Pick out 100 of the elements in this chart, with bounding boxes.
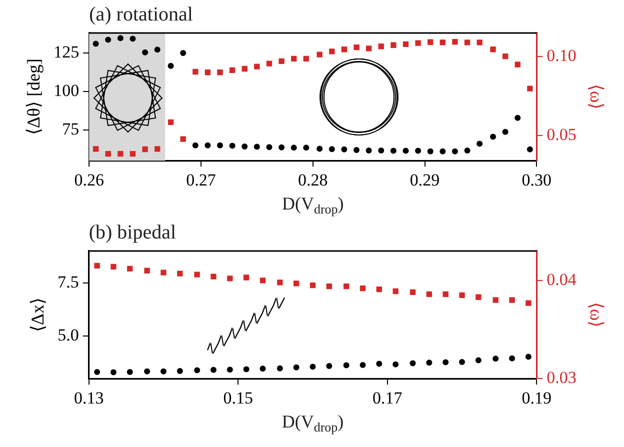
- point: [378, 44, 384, 50]
- point: [168, 119, 174, 125]
- point: [110, 369, 116, 376]
- point: [260, 278, 266, 284]
- x-tick-label: 0.30: [522, 170, 552, 190]
- point: [210, 274, 216, 280]
- point: [316, 146, 323, 152]
- point: [142, 49, 148, 56]
- point: [490, 46, 496, 52]
- point: [390, 42, 396, 48]
- point: [278, 58, 284, 64]
- point: [440, 40, 446, 46]
- point: [427, 148, 434, 154]
- point: [341, 46, 348, 52]
- point: [293, 364, 300, 370]
- point: [260, 366, 266, 372]
- point: [459, 292, 465, 298]
- point: [226, 366, 233, 373]
- point: [354, 44, 360, 50]
- point: [130, 36, 136, 42]
- point: [328, 146, 335, 152]
- point: [476, 40, 482, 46]
- point: [509, 297, 515, 303]
- point: [144, 268, 150, 274]
- point: [194, 272, 200, 278]
- point: [354, 146, 360, 153]
- point: [168, 62, 174, 69]
- point: [326, 284, 332, 290]
- point: [126, 369, 133, 376]
- point: [310, 282, 316, 288]
- point: [117, 35, 124, 42]
- point: [194, 367, 200, 374]
- point: [127, 266, 133, 272]
- point: [210, 366, 216, 373]
- point: [476, 294, 482, 300]
- y2-tick-label: 0.05: [546, 124, 576, 144]
- point: [92, 146, 99, 152]
- point: [452, 148, 458, 154]
- x-tick-label: 0.26: [74, 170, 104, 190]
- point: [142, 146, 148, 152]
- point: [110, 264, 116, 270]
- point: [278, 144, 285, 150]
- point: [266, 60, 272, 66]
- point: [154, 146, 160, 152]
- point: [490, 134, 496, 140]
- point: [316, 52, 322, 58]
- point: [376, 360, 382, 367]
- point: [94, 262, 100, 269]
- point: [514, 114, 521, 121]
- point: [294, 280, 300, 286]
- point: [464, 147, 470, 154]
- point: [291, 56, 297, 62]
- point: [402, 148, 409, 154]
- y-tick-label: 7.5: [58, 272, 79, 292]
- point: [392, 288, 398, 294]
- point: [360, 285, 366, 292]
- point: [144, 368, 150, 374]
- point: [243, 366, 250, 372]
- y-axis-title: ⟨Δx⟩: [28, 298, 48, 332]
- point: [244, 274, 250, 280]
- point: [360, 362, 366, 368]
- point: [475, 357, 482, 364]
- point: [303, 144, 310, 151]
- point: [290, 144, 297, 151]
- point: [242, 66, 248, 72]
- point: [464, 40, 470, 46]
- point: [415, 40, 421, 46]
- point: [344, 284, 350, 290]
- point: [366, 46, 372, 52]
- x-tick-label: 0.13: [74, 388, 104, 408]
- y-axis-title: ⟨Δθ⟩ [deg]: [24, 58, 44, 136]
- point: [402, 41, 409, 48]
- point: [130, 151, 136, 157]
- x-tick-label: 0.19: [522, 388, 552, 408]
- point: [376, 286, 382, 292]
- point: [229, 67, 236, 74]
- chart-title: (b) bipedal: [88, 221, 176, 244]
- y2-axis-title: ⟨ω⟩: [586, 302, 606, 328]
- point: [180, 50, 186, 56]
- y-tick-label: 100: [54, 80, 80, 100]
- point: [502, 53, 508, 60]
- point: [204, 142, 211, 148]
- point: [204, 70, 211, 76]
- point: [428, 39, 434, 45]
- point: [366, 147, 372, 154]
- point: [341, 146, 348, 152]
- point: [440, 148, 446, 154]
- point: [492, 297, 498, 303]
- point: [509, 355, 516, 362]
- chart-title: (a) rotational: [89, 3, 194, 26]
- x-tick-label: 0.17: [372, 388, 403, 408]
- point: [390, 148, 396, 154]
- point: [326, 363, 332, 370]
- point: [177, 270, 183, 276]
- point: [426, 291, 432, 298]
- y2-axis-title: ⟨ω⟩: [586, 84, 606, 110]
- point: [217, 142, 224, 148]
- point: [527, 86, 533, 92]
- point: [415, 148, 422, 154]
- y-tick-label: 125: [54, 42, 80, 62]
